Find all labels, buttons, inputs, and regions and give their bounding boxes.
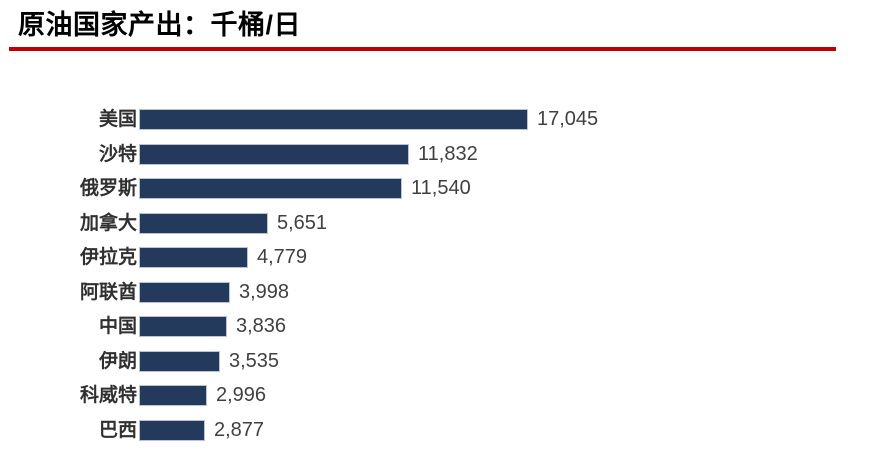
value-label: 3,535: [229, 349, 280, 372]
value-label: 2,996: [216, 384, 267, 406]
country-label: 俄罗斯: [79, 178, 137, 199]
bar-row: 阿联酋 3,998: [8, 280, 858, 303]
bar-row: 科威特 2,996: [8, 385, 858, 406]
country-label: 巴西: [98, 419, 137, 441]
value-label: 11,540: [411, 177, 471, 199]
bar-row: 巴西 2,877: [8, 418, 858, 441]
value-label: 2,877: [214, 418, 265, 441]
value-label: 4,779: [257, 246, 308, 268]
bar: [139, 350, 220, 372]
country-label: 加拿大: [79, 212, 137, 234]
value-label: 17,045: [537, 108, 599, 130]
value-label: 5,651: [277, 211, 328, 234]
bar: [139, 316, 227, 337]
bar: [139, 385, 207, 406]
bar: [139, 109, 528, 130]
chart-title: 原油国家产出：千桶/日: [18, 10, 302, 40]
value-label: 3,998: [239, 280, 290, 303]
red-divider-line: [9, 47, 836, 51]
bar: [139, 212, 268, 234]
bar-row: 沙特 11,832: [8, 142, 858, 165]
bar: [139, 143, 409, 165]
bar-row: 伊拉克 4,779: [8, 247, 858, 268]
bar: [139, 281, 230, 303]
value-label: 3,836: [236, 315, 287, 337]
bar-row: 加拿大 5,651: [8, 211, 858, 234]
country-label: 中国: [98, 316, 137, 337]
bar-row: 伊朗 3,535: [8, 349, 858, 372]
country-label: 沙特: [98, 143, 137, 165]
country-label: 阿联酋: [79, 281, 137, 303]
bar: [139, 178, 402, 199]
bar-row: 俄罗斯 11,540: [8, 178, 858, 199]
value-label: 11,832: [418, 142, 478, 165]
bar-row: 中国 3,836: [8, 316, 858, 337]
country-label: 伊拉克: [79, 247, 137, 268]
oil-production-bar-chart: 美国 17,045 沙特 11,832 俄罗斯 11,540 加拿大 5,651…: [8, 109, 858, 454]
country-label: 科威特: [79, 385, 137, 406]
bar-row: 美国 17,045: [8, 109, 858, 130]
bar: [139, 419, 205, 441]
country-label: 美国: [98, 109, 137, 130]
bar: [139, 247, 248, 268]
country-label: 伊朗: [98, 350, 137, 372]
